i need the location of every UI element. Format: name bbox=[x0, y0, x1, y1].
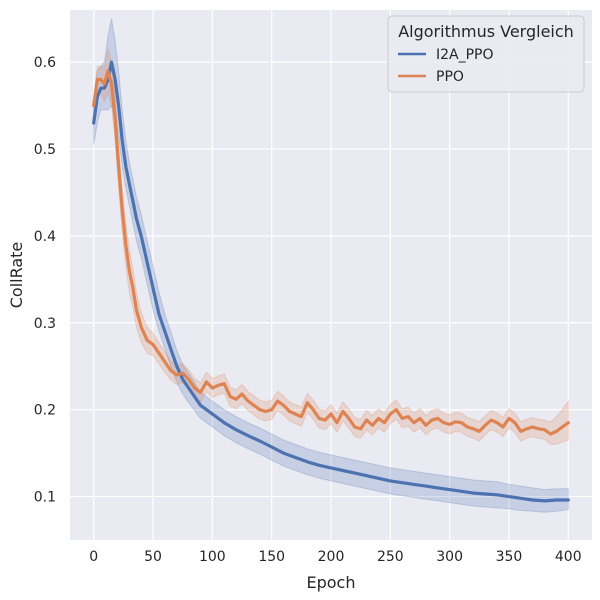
confidence-bands bbox=[93, 18, 569, 513]
legend: Algorithmus Vergleich I2A_PPO PPO bbox=[387, 15, 585, 93]
band-i2a-ppo bbox=[93, 18, 569, 513]
x-tick-label: 150 bbox=[258, 549, 285, 565]
y-tick-label: 0.1 bbox=[34, 490, 56, 506]
legend-box bbox=[387, 15, 585, 93]
y-tick-label: 0.6 bbox=[34, 55, 56, 71]
y-tick-label: 0.4 bbox=[34, 229, 56, 245]
line-i2a-ppo bbox=[92, 60, 570, 503]
x-tick-label: 200 bbox=[318, 549, 345, 565]
legend-label-ppo: PPO bbox=[436, 69, 464, 85]
x-tick-label: 100 bbox=[199, 549, 226, 565]
line-ppo bbox=[92, 69, 570, 436]
legend-label-i2a-ppo: I2A_PPO bbox=[436, 47, 494, 63]
x-tick-labels: 0 50 100 150 200 250 300 350 400 bbox=[89, 549, 581, 565]
legend-title: Algorithmus Vergleich bbox=[398, 22, 574, 41]
x-tick-label: 250 bbox=[377, 549, 404, 565]
y-tick-labels: 0.1 0.2 0.3 0.4 0.5 0.6 bbox=[34, 55, 56, 505]
y-tick-label: 0.2 bbox=[34, 403, 56, 419]
x-tick-label: 300 bbox=[436, 549, 463, 565]
y-tick-label: 0.3 bbox=[34, 316, 56, 332]
x-axis-label: Epoch bbox=[307, 573, 356, 592]
series-lines bbox=[92, 60, 570, 503]
y-axis-label: CollRate bbox=[7, 242, 26, 309]
x-tick-label: 350 bbox=[496, 549, 523, 565]
x-tick-label: 0 bbox=[89, 549, 98, 565]
band-ppo bbox=[93, 48, 569, 445]
x-tick-label: 400 bbox=[555, 549, 582, 565]
x-tick-label: 50 bbox=[144, 549, 162, 565]
y-tick-label: 0.5 bbox=[34, 142, 56, 158]
